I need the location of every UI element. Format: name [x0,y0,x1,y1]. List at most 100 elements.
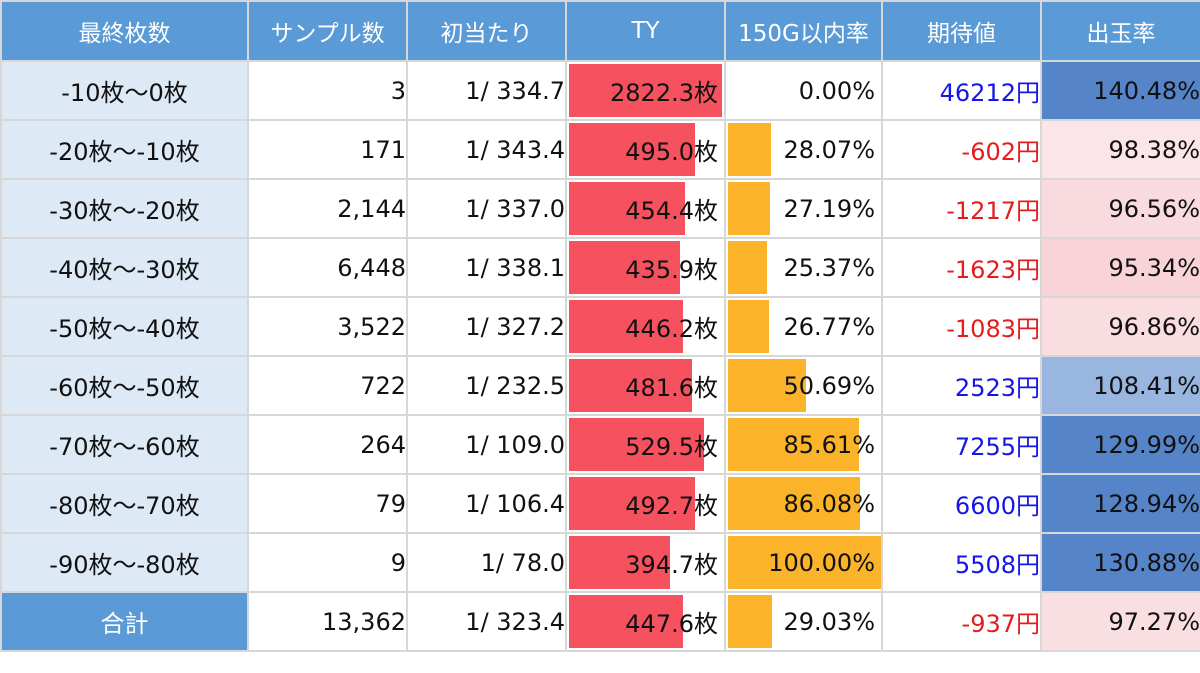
first-hit: 1/ 343.4 [406,119,567,180]
rate150-bar [728,418,859,471]
rate150-cell: 26.77% [724,296,883,357]
ty-value: 481.6枚 [625,374,718,402]
ty-cell: 2822.3枚 [565,60,726,121]
header-final-coins: 最終枚数 [0,0,249,62]
table-row: -50枚～-40枚 3,522 1/ 327.2 446.2枚 26.77% -1083円… [0,296,1200,357]
table-row: -20枚～-10枚 171 1/ 343.4 495.0枚 28.07% -602円 98.… [0,119,1200,180]
payout-rate: 97.27% [1040,591,1200,652]
ty-value: 492.7枚 [625,492,718,520]
expected-value: -602円 [881,119,1042,180]
sample-count: 6,448 [247,237,408,298]
ty-bar [569,595,684,648]
final-coins-label: -50枚～-40枚 [0,296,249,357]
payout-rate: 108.41% [1040,355,1200,416]
rate150-cell: 100.00% [724,532,883,593]
ty-cell: 446.2枚 [565,296,726,357]
rate150-value: 25.37% [783,253,875,282]
ty-bar [569,300,683,353]
table-row: -80枚～-70枚 79 1/ 106.4 492.7枚 86.08% 6600円 128.… [0,473,1200,534]
ty-value: 447.6枚 [625,610,718,638]
ty-cell: 394.7枚 [565,532,726,593]
rate150-bar [728,536,880,589]
ty-value: 435.9枚 [625,256,718,284]
expected-value: 7255円 [881,414,1042,475]
rate150-cell: 29.03% [724,591,883,652]
ty-value: 394.7枚 [625,551,718,579]
first-hit: 1/ 338.1 [406,237,567,298]
sample-count: 2,144 [247,178,408,239]
ty-bar [569,182,685,235]
sample-count: 9 [247,532,408,593]
rate150-value: 100.00% [768,548,875,577]
rate150-bar [728,477,860,530]
table-row: -90枚～-80枚 9 1/ 78.0 394.7枚 100.00% 5508円 130.8… [0,532,1200,593]
sample-count: 3,522 [247,296,408,357]
ty-bar [569,241,681,294]
ty-cell: 447.6枚 [565,591,726,652]
payout-rate: 128.94% [1040,473,1200,534]
rate150-cell: 25.37% [724,237,883,298]
header-150g-rate: 150G以内率 [724,0,883,62]
table-row: -70枚～-60枚 264 1/ 109.0 529.5枚 85.61% 7255円 129… [0,414,1200,475]
final-coins-label: -30枚～-20枚 [0,178,249,239]
rate150-cell: 85.61% [724,414,883,475]
payout-rate: 129.99% [1040,414,1200,475]
header-sample-count: サンプル数 [247,0,408,62]
rate150-bar [728,182,770,235]
ty-value: 454.4枚 [625,197,718,225]
ty-value: 2822.3枚 [610,79,718,107]
expected-value: 46212円 [881,60,1042,121]
rate150-cell: 28.07% [724,119,883,180]
payout-rate: 130.88% [1040,532,1200,593]
rate150-bar [728,359,806,412]
ty-value: 495.0枚 [625,138,718,166]
header-expected-value: 期待値 [881,0,1042,62]
payout-rate: 95.34% [1040,237,1200,298]
first-hit: 1/ 327.2 [406,296,567,357]
final-coins-label: -60枚～-50枚 [0,355,249,416]
first-hit: 1/ 106.4 [406,473,567,534]
first-hit: 1/ 323.4 [406,591,567,652]
first-hit: 1/ 232.5 [406,355,567,416]
final-coins-label: -10枚～0枚 [0,60,249,121]
total-row: 合計 13,362 1/ 323.4 447.6枚 29.03% -937円 97.27% [0,591,1200,652]
expected-value: -937円 [881,591,1042,652]
ty-bar [569,536,670,589]
ty-value: 529.5枚 [625,433,718,461]
expected-value: 5508円 [881,532,1042,593]
ty-cell: 492.7枚 [565,473,726,534]
ty-bar [569,123,696,176]
sample-count: 264 [247,414,408,475]
final-coins-label: -80枚～-70枚 [0,473,249,534]
payout-rate: 96.86% [1040,296,1200,357]
ty-cell: 529.5枚 [565,414,726,475]
expected-value: -1623円 [881,237,1042,298]
rate150-value: 27.19% [783,194,875,223]
rate150-cell: 0.00% [724,60,883,121]
final-coins-label: -70枚～-60枚 [0,414,249,475]
rate150-value: 50.69% [783,371,875,400]
final-coins-label: -40枚～-30枚 [0,237,249,298]
expected-value: 2523円 [881,355,1042,416]
header-row: 最終枚数 サンプル数 初当たり TY 150G以内率 期待値 出玉率 [0,0,1200,62]
expected-value: -1217円 [881,178,1042,239]
table-row: -40枚～-30枚 6,448 1/ 338.1 435.9枚 25.37% -1623円… [0,237,1200,298]
rate150-cell: 27.19% [724,178,883,239]
final-coins-label: -20枚～-10枚 [0,119,249,180]
table-row: -30枚～-20枚 2,144 1/ 337.0 454.4枚 27.19% -1217円… [0,178,1200,239]
rate150-bar [728,595,773,648]
ty-bar [569,477,695,530]
final-coins-label: 合計 [0,591,249,652]
payout-rate: 98.38% [1040,119,1200,180]
payout-rate: 96.56% [1040,178,1200,239]
table-row: -60枚～-50枚 722 1/ 232.5 481.6枚 50.69% 2523円 108… [0,355,1200,416]
ty-bar [569,64,722,117]
sample-count: 171 [247,119,408,180]
rate150-cell: 86.08% [724,473,883,534]
header-ty: TY [565,0,726,62]
rate150-value: 26.77% [783,312,875,341]
ty-cell: 435.9枚 [565,237,726,298]
rate150-value: 29.03% [783,607,875,636]
sample-count: 13,362 [247,591,408,652]
rate150-bar [728,300,769,353]
